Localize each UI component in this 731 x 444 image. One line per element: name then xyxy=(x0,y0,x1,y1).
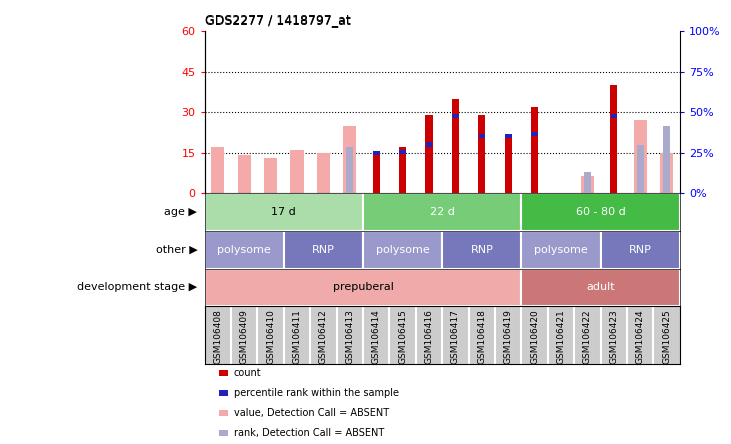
Bar xyxy=(505,135,512,139)
Text: GSM106412: GSM106412 xyxy=(319,309,328,364)
Bar xyxy=(238,155,251,193)
Text: GSM106409: GSM106409 xyxy=(240,309,249,364)
Bar xyxy=(344,126,357,193)
Bar xyxy=(373,151,379,155)
Bar xyxy=(425,115,433,193)
Text: RNP: RNP xyxy=(629,245,651,255)
Bar xyxy=(452,99,459,193)
Text: other ▶: other ▶ xyxy=(156,245,197,255)
Bar xyxy=(442,231,521,269)
Text: polysome: polysome xyxy=(376,245,430,255)
Bar xyxy=(610,85,618,193)
Text: development stage ▶: development stage ▶ xyxy=(77,282,197,293)
Bar xyxy=(637,145,644,193)
Bar xyxy=(581,175,594,193)
Text: GSM106422: GSM106422 xyxy=(583,309,592,364)
Bar xyxy=(425,143,432,147)
Text: GSM106415: GSM106415 xyxy=(398,309,407,364)
Text: polysome: polysome xyxy=(217,245,271,255)
Bar xyxy=(452,114,459,118)
Bar xyxy=(521,269,680,306)
Bar xyxy=(610,114,617,118)
Text: GSM106416: GSM106416 xyxy=(425,309,433,364)
Text: GSM106414: GSM106414 xyxy=(372,309,381,364)
Bar xyxy=(478,115,485,193)
Text: GSM106423: GSM106423 xyxy=(610,309,618,364)
Text: GSM106421: GSM106421 xyxy=(556,309,566,364)
Text: adult: adult xyxy=(586,282,615,293)
Bar xyxy=(504,134,512,193)
Text: GDS2277 / 1418797_at: GDS2277 / 1418797_at xyxy=(205,14,350,27)
Bar xyxy=(479,135,485,139)
Bar xyxy=(663,126,670,193)
Text: RNP: RNP xyxy=(471,245,493,255)
Text: value, Detection Call = ABSENT: value, Detection Call = ABSENT xyxy=(234,408,389,418)
Bar xyxy=(264,158,277,193)
Bar xyxy=(363,193,521,231)
Text: GSM106424: GSM106424 xyxy=(636,309,645,364)
Bar xyxy=(290,150,303,193)
Text: GSM106411: GSM106411 xyxy=(292,309,302,364)
Bar xyxy=(399,150,406,154)
Text: age ▶: age ▶ xyxy=(164,207,197,217)
Text: GSM106420: GSM106420 xyxy=(530,309,539,364)
Text: rank, Detection Call = ABSENT: rank, Detection Call = ABSENT xyxy=(234,428,385,438)
Bar xyxy=(399,147,406,193)
Bar xyxy=(211,147,224,193)
Text: RNP: RNP xyxy=(312,245,335,255)
Text: GSM106425: GSM106425 xyxy=(662,309,671,364)
Text: percentile rank within the sample: percentile rank within the sample xyxy=(234,388,399,398)
Text: prepuberal: prepuberal xyxy=(333,282,393,293)
Text: GSM106419: GSM106419 xyxy=(504,309,512,364)
Bar xyxy=(521,231,601,269)
Bar xyxy=(601,231,680,269)
Bar xyxy=(634,120,647,193)
Text: GSM106408: GSM106408 xyxy=(213,309,222,364)
Bar xyxy=(346,147,354,193)
Text: GSM106417: GSM106417 xyxy=(451,309,460,364)
Bar xyxy=(205,193,363,231)
Text: 60 - 80 d: 60 - 80 d xyxy=(576,207,626,217)
Bar xyxy=(284,231,363,269)
Text: GSM106418: GSM106418 xyxy=(477,309,486,364)
Text: 17 d: 17 d xyxy=(271,207,296,217)
Text: GDS2277 / 1418797_at: GDS2277 / 1418797_at xyxy=(205,13,350,26)
Text: GSM106413: GSM106413 xyxy=(345,309,355,364)
Bar xyxy=(531,132,538,136)
Bar xyxy=(205,269,521,306)
Text: GSM106410: GSM106410 xyxy=(266,309,275,364)
Bar xyxy=(584,171,591,193)
Bar xyxy=(660,153,673,193)
Bar xyxy=(205,231,284,269)
Bar xyxy=(531,107,538,193)
Text: count: count xyxy=(234,368,262,378)
Bar xyxy=(363,231,442,269)
Text: 22 d: 22 d xyxy=(430,207,455,217)
Text: polysome: polysome xyxy=(534,245,588,255)
Bar xyxy=(373,151,380,193)
Bar xyxy=(317,153,330,193)
Bar xyxy=(521,193,680,231)
